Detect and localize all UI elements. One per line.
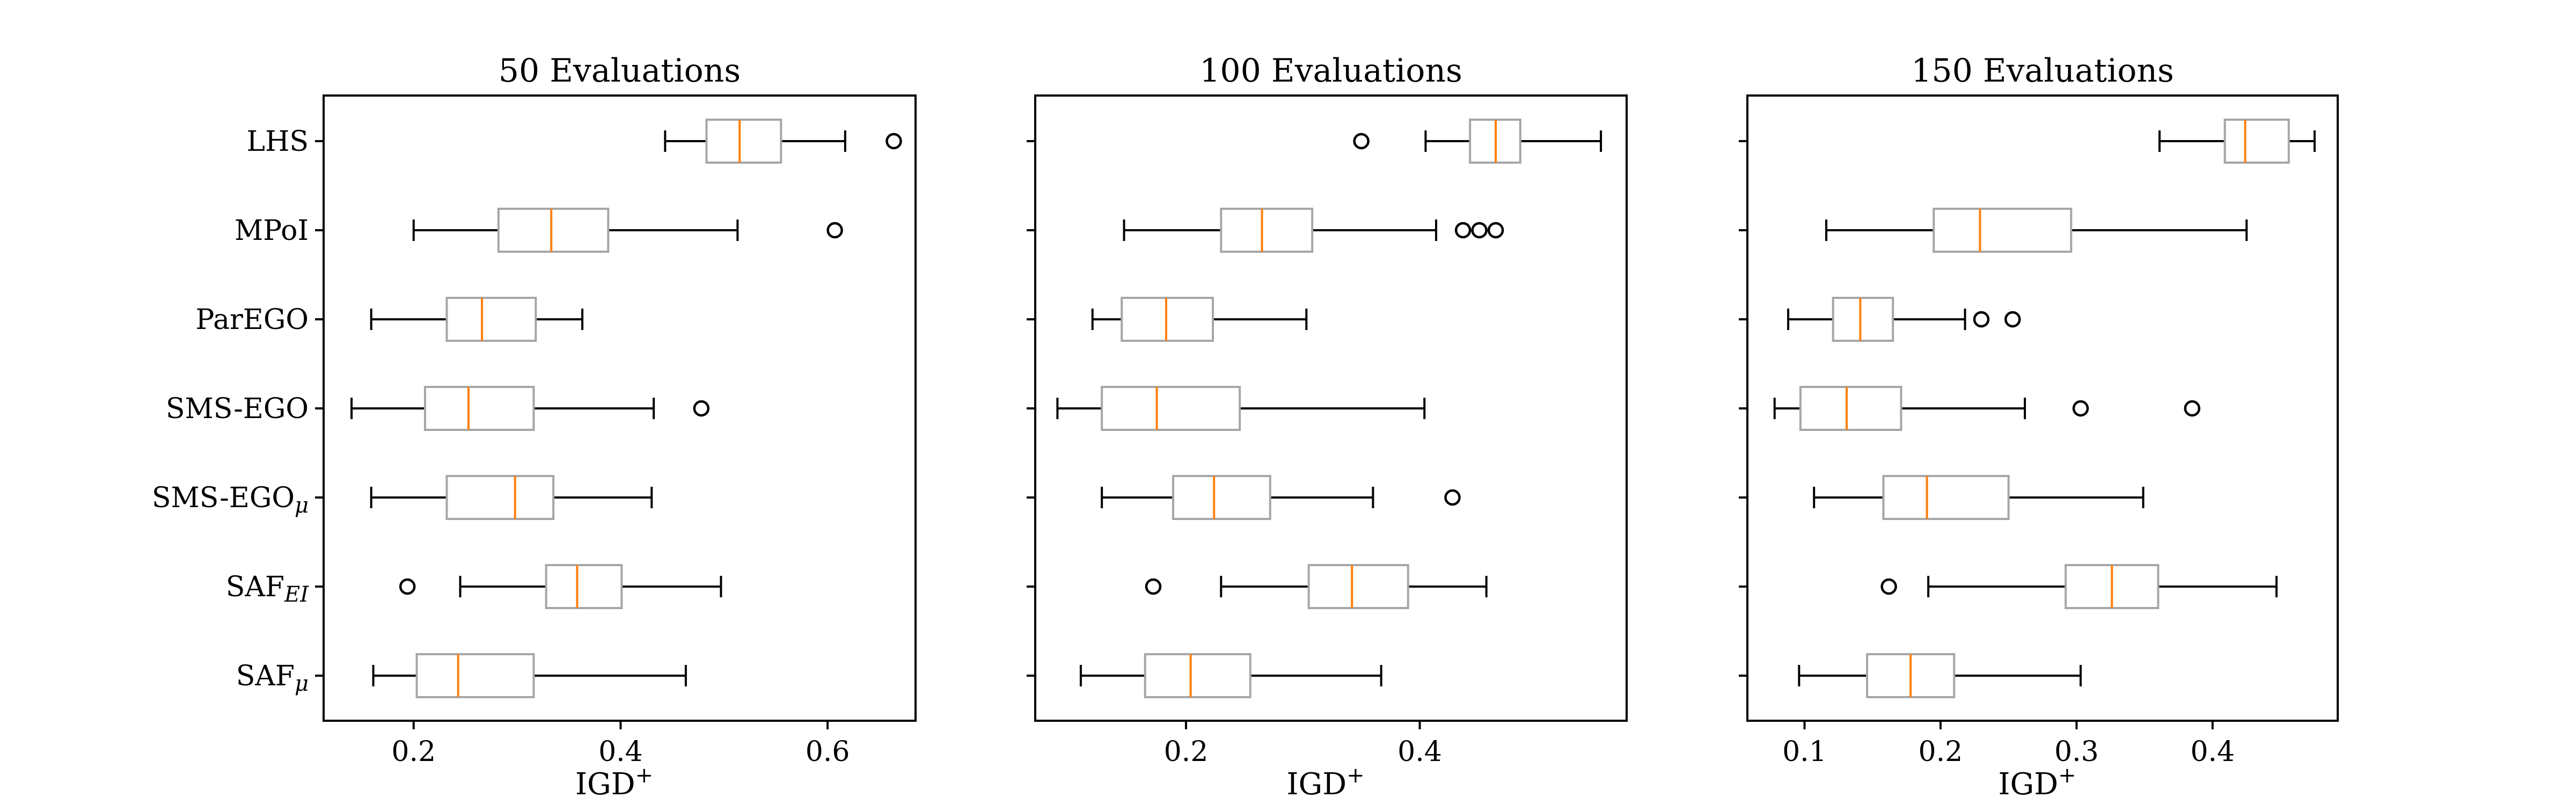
box-0 <box>664 119 902 164</box>
x-tick-label: 0.3 <box>2054 736 2099 768</box>
x-axis-label-superscript: + <box>2058 763 2076 788</box>
box-1 <box>1123 208 1504 253</box>
box-3 <box>350 386 710 431</box>
box-body <box>445 297 537 342</box>
category-name: ParEGO <box>195 304 309 336</box>
panel-3: 150 Evaluations 0.1 0.2 0.3 0.4 IGD+ <box>1739 52 2339 802</box>
box-body <box>1101 386 1241 431</box>
x-tick-label: 0.4 <box>598 736 643 768</box>
box-0 <box>1353 119 1602 164</box>
x-tick-label: 0.1 <box>1782 736 1827 768</box>
x-axis-label: IGD+ <box>1998 763 2076 802</box>
flier-point <box>2004 311 2021 328</box>
box-body <box>1307 564 1409 609</box>
x-axis-label-text: IGD <box>575 767 635 802</box>
box-body <box>497 208 610 253</box>
y-tick-label: ParEGO <box>195 304 309 336</box>
category-name: SMS-EGO <box>152 482 295 514</box>
x-tick-label: 0.2 <box>1164 736 1209 768</box>
x-axis-label: IGD+ <box>1286 763 1364 802</box>
box-4 <box>1813 475 2145 520</box>
box-body <box>423 386 535 431</box>
panel-2: 100 Evaluations 0.2 0.4 IGD+ <box>1027 52 1628 802</box>
box-1 <box>412 208 843 253</box>
flier-point <box>1353 133 1370 150</box>
x-tick-label: 0.2 <box>391 736 436 768</box>
box-2 <box>1787 297 2021 342</box>
box-0 <box>2158 119 2316 164</box>
flier-point <box>826 222 843 239</box>
box-body <box>415 653 535 698</box>
category-name: SMS-EGO <box>166 393 309 425</box>
flier-point <box>1880 578 1897 595</box>
box-2 <box>370 297 584 342</box>
category-subscript: μ <box>295 671 309 696</box>
box-body <box>1144 653 1252 698</box>
y-tick-label: SAFμ <box>236 660 309 696</box>
y-tick-label: SAFEI <box>226 571 309 607</box>
flier-point <box>2072 400 2089 417</box>
box-5 <box>1880 564 2278 609</box>
flier-point <box>2184 400 2201 417</box>
box-6 <box>372 653 687 698</box>
box-body <box>1933 208 2073 253</box>
box-3 <box>1056 386 1426 431</box>
x-tick-label: 0.4 <box>1397 736 1442 768</box>
category-name: MPoI <box>235 215 309 247</box>
box-4 <box>1101 475 1461 520</box>
box-6 <box>1798 653 2082 698</box>
flier-point <box>885 133 902 150</box>
x-tick-label: 0.2 <box>1919 736 1963 768</box>
flier-point <box>693 400 710 417</box>
x-tick-label: 0.4 <box>2190 736 2235 768</box>
flier-point <box>1145 578 1162 595</box>
box-body <box>705 119 782 164</box>
box-4 <box>370 475 653 520</box>
box-body <box>1882 475 2010 520</box>
x-axis-label: IGD+ <box>575 763 653 802</box>
flier-point <box>1444 489 1461 506</box>
flier-point <box>399 578 416 595</box>
x-axis-label-superscript: + <box>1346 763 1365 788</box>
box-6 <box>1079 653 1382 698</box>
flier-point <box>1487 222 1504 239</box>
y-tick-label: SMS-EGO <box>166 393 309 425</box>
flier-point <box>1973 311 1990 328</box>
box-body <box>2223 119 2290 164</box>
panel-title: 100 Evaluations <box>1199 52 1462 90</box>
box-3 <box>1773 386 2201 431</box>
x-axis-label-text: IGD <box>1286 767 1346 802</box>
box-5 <box>399 564 722 609</box>
flier-point <box>1454 222 1472 239</box>
box-1 <box>1825 208 2248 253</box>
panel-title: 150 Evaluations <box>1911 52 2174 90</box>
category-subscript: μ <box>295 493 309 518</box>
box-body <box>545 564 623 609</box>
x-axis-label-superscript: + <box>635 763 654 788</box>
category-subscript: EI <box>284 582 309 607</box>
box-2 <box>1091 297 1308 342</box>
category-name: SAF <box>226 571 284 603</box>
panel-title: 50 Evaluations <box>499 52 741 90</box>
box-body <box>1799 386 1902 431</box>
y-tick-label: LHS <box>246 126 309 158</box>
category-name: SAF <box>236 660 295 692</box>
panel-1: 50 Evaluations 0.2 0.4 0.6 IGD+ LHS MPoI ParEGO… <box>152 52 917 802</box>
box-5 <box>1145 564 1488 609</box>
box-body <box>1172 475 1271 520</box>
category-name: LHS <box>246 126 309 158</box>
box-body <box>1832 297 1894 342</box>
x-tick-label: 0.6 <box>806 736 850 768</box>
y-tick-label: SMS-EGOμ <box>152 482 309 518</box>
box-body <box>445 475 555 520</box>
y-tick-label: MPoI <box>235 215 309 247</box>
x-axis-label-text: IGD <box>1998 767 2058 802</box>
box-body <box>1220 208 1314 253</box>
flier-point <box>1471 222 1488 239</box>
box-body <box>1121 297 1214 342</box>
